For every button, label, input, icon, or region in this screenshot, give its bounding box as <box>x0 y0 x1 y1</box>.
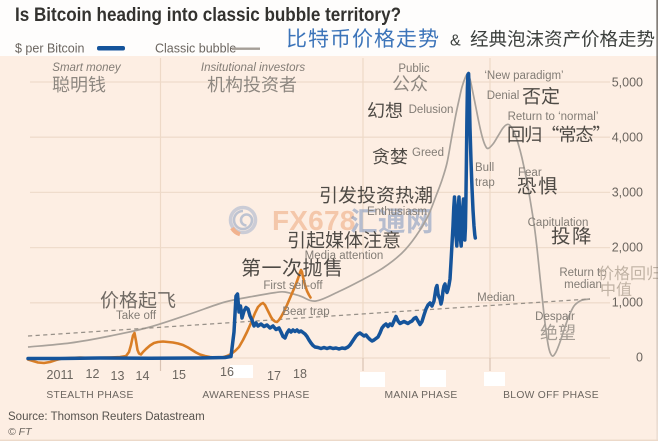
svg-text:5,000: 5,000 <box>612 76 643 90</box>
svg-text:Despair: Despair <box>535 311 575 323</box>
svg-text:FX678: FX678 <box>272 205 356 236</box>
svg-text:18: 18 <box>293 367 307 381</box>
svg-text:median: median <box>564 279 602 291</box>
svg-text:13: 13 <box>111 369 125 383</box>
svg-text:Media attention: Media attention <box>305 250 384 262</box>
svg-text:3,000: 3,000 <box>612 186 643 200</box>
svg-text:Take off: Take off <box>116 310 157 322</box>
svg-text:14: 14 <box>136 369 150 383</box>
svg-text:$ per Bitcoin: $ per Bitcoin <box>15 42 85 56</box>
svg-text:16: 16 <box>220 365 234 379</box>
svg-text:Fear: Fear <box>518 167 542 179</box>
svg-text:Bull: Bull <box>475 162 494 174</box>
svg-text:Source: Thomson Reuters Datast: Source: Thomson Reuters Datastream <box>8 411 205 423</box>
svg-text:2,000: 2,000 <box>612 241 643 255</box>
svg-text:17: 17 <box>267 369 281 383</box>
svg-text:Return to ‘normal’: Return to ‘normal’ <box>508 111 599 123</box>
svg-text:trap: trap <box>475 177 495 189</box>
svg-text:‘New paradigm’: ‘New paradigm’ <box>484 70 563 82</box>
svg-text:Insitutional investors: Insitutional investors <box>201 62 305 74</box>
svg-text:&: & <box>450 33 461 50</box>
svg-text:BLOW OFF PHASE: BLOW OFF PHASE <box>503 390 599 401</box>
svg-text:15: 15 <box>172 368 186 382</box>
svg-text:Greed: Greed <box>412 147 444 159</box>
svg-text:MANIA PHASE: MANIA PHASE <box>384 390 457 401</box>
svg-text:First sell-off: First sell-off <box>263 280 323 292</box>
svg-text:Smart money: Smart money <box>52 62 122 74</box>
svg-text:Delusion: Delusion <box>409 104 454 116</box>
svg-text:1,000: 1,000 <box>612 296 643 310</box>
svg-text:Bear trap: Bear trap <box>282 306 329 318</box>
svg-text:STEALTH PHASE: STEALTH PHASE <box>46 390 133 401</box>
svg-text:0: 0 <box>636 351 643 365</box>
svg-text:2011: 2011 <box>47 368 74 382</box>
svg-text:Capitulation: Capitulation <box>528 217 589 229</box>
svg-text:Return to: Return to <box>559 267 606 279</box>
svg-text:Classic bubble: Classic bubble <box>155 42 236 56</box>
svg-text:12: 12 <box>86 367 100 381</box>
svg-text:Public: Public <box>398 63 430 75</box>
svg-text:Is Bitcoin heading into classi: Is Bitcoin heading into classic bubble t… <box>15 5 401 26</box>
svg-text:Enthusiasm: Enthusiasm <box>367 206 427 218</box>
svg-text:© FT: © FT <box>8 426 33 438</box>
svg-text:Median: Median <box>477 292 515 304</box>
svg-text:AWARENESS PHASE: AWARENESS PHASE <box>202 390 309 401</box>
svg-text:Denial: Denial <box>487 90 520 102</box>
svg-text:4,000: 4,000 <box>612 131 643 145</box>
